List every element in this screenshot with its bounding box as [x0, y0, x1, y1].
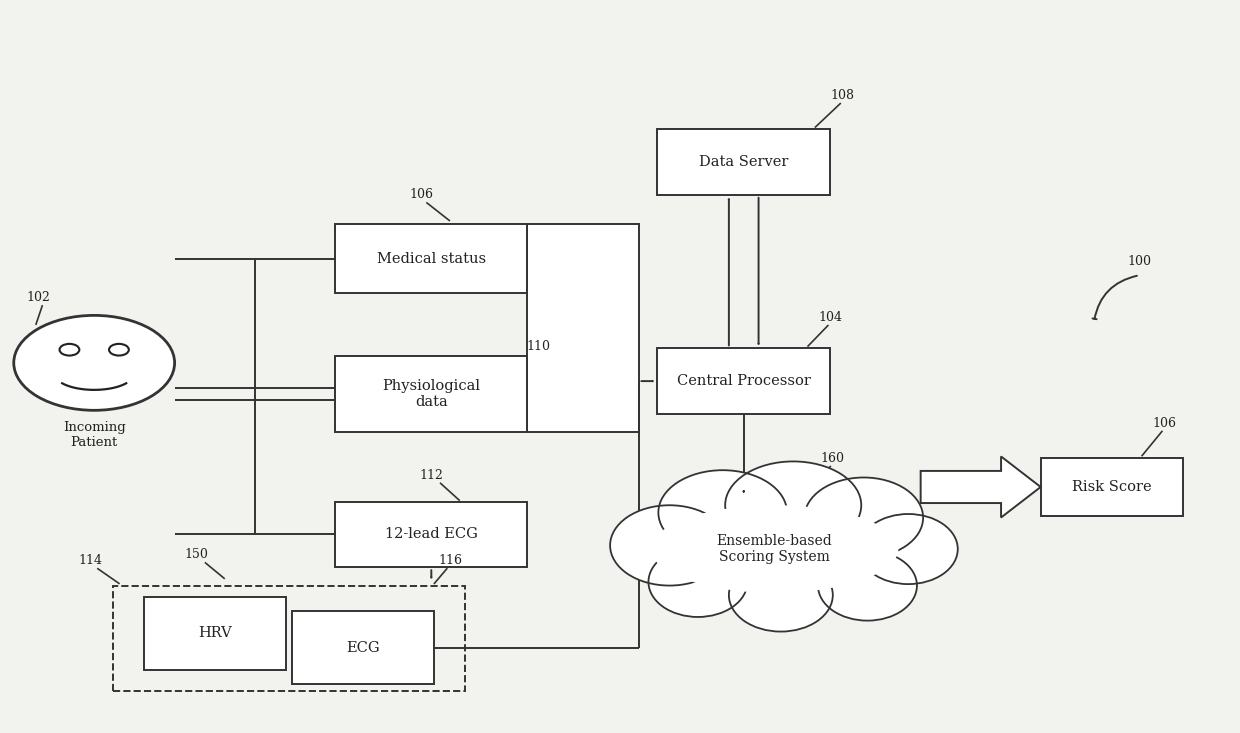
Bar: [527, 224, 639, 432]
Polygon shape: [920, 457, 1040, 517]
Text: 102: 102: [26, 292, 50, 304]
Bar: [657, 129, 831, 195]
Text: 108: 108: [831, 89, 854, 102]
Text: 160: 160: [821, 452, 844, 465]
Text: Risk Score: Risk Score: [1073, 480, 1152, 494]
Ellipse shape: [818, 550, 916, 621]
Text: 106: 106: [409, 188, 434, 202]
Text: Ensemble-based
Scoring System: Ensemble-based Scoring System: [717, 534, 832, 564]
Text: 106: 106: [1152, 417, 1176, 430]
Text: Medical status: Medical status: [377, 252, 486, 266]
Bar: [336, 224, 527, 293]
Ellipse shape: [859, 514, 957, 584]
Text: 110: 110: [526, 340, 551, 353]
Bar: [293, 611, 434, 684]
Circle shape: [14, 315, 175, 410]
Bar: [1040, 458, 1183, 516]
Text: Incoming
Patient: Incoming Patient: [63, 421, 125, 449]
Bar: [336, 501, 527, 567]
Text: 116: 116: [438, 554, 463, 567]
Text: 150: 150: [185, 548, 208, 561]
Bar: [336, 356, 527, 432]
Bar: [113, 586, 465, 691]
Text: 104: 104: [818, 311, 842, 324]
Ellipse shape: [725, 462, 862, 549]
Text: 12-lead ECG: 12-lead ECG: [384, 528, 477, 542]
Circle shape: [60, 344, 79, 356]
Text: Data Server: Data Server: [699, 155, 789, 169]
Circle shape: [109, 344, 129, 356]
Ellipse shape: [651, 505, 898, 593]
Ellipse shape: [649, 547, 748, 617]
Bar: [657, 348, 831, 414]
Text: HRV: HRV: [198, 626, 232, 640]
Text: Physiological
data: Physiological data: [382, 379, 480, 409]
Text: Central Processor: Central Processor: [677, 374, 811, 388]
Text: 112: 112: [419, 469, 444, 482]
Text: 114: 114: [78, 554, 102, 567]
Ellipse shape: [805, 477, 923, 558]
Text: ECG: ECG: [346, 641, 381, 655]
Text: 100: 100: [1127, 255, 1151, 268]
Ellipse shape: [729, 559, 833, 632]
Ellipse shape: [610, 505, 729, 586]
Bar: [144, 597, 286, 669]
Ellipse shape: [658, 470, 787, 555]
